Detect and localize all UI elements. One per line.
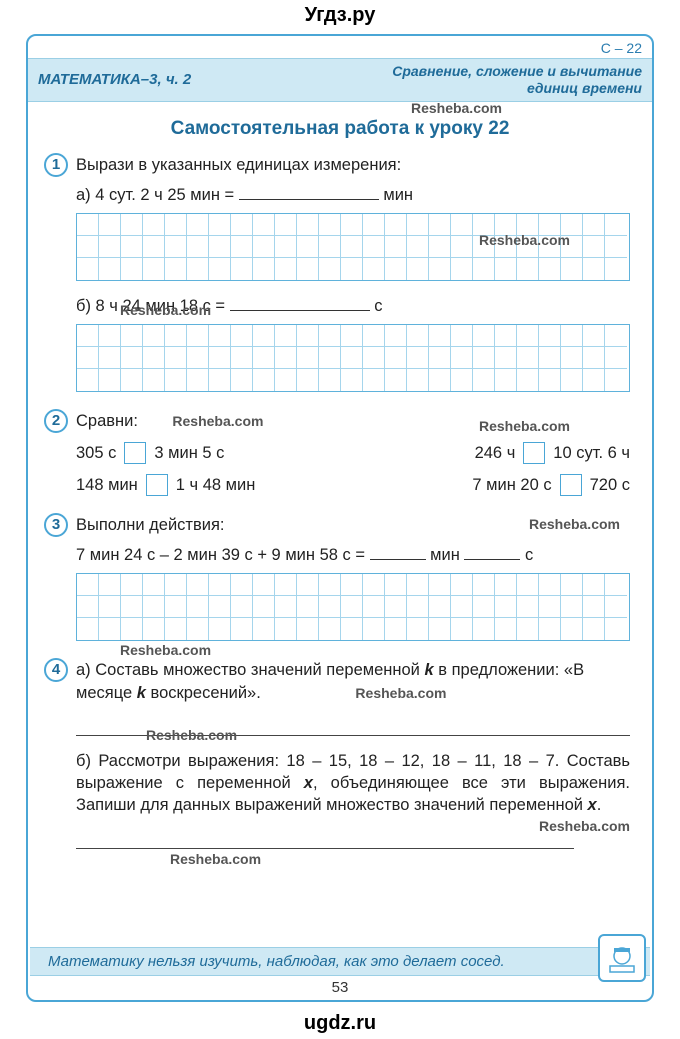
compare-box[interactable] bbox=[146, 474, 168, 496]
watermark: Resheba.com bbox=[479, 232, 570, 248]
watermark: Resheba.com bbox=[539, 817, 630, 836]
mascot-icon bbox=[598, 934, 646, 982]
content-area: Resheba.com Самостоятельная работа к уро… bbox=[28, 102, 652, 849]
site-watermark-bottom: ugdz.ru bbox=[0, 1012, 680, 1035]
blank-line[interactable] bbox=[464, 546, 520, 560]
variable-x: x bbox=[304, 774, 313, 792]
header-topic-l1: Сравнение, сложение и вычитание bbox=[392, 63, 642, 80]
page-number: 53 bbox=[28, 979, 652, 996]
task-1a-unit: мин bbox=[383, 186, 413, 204]
compare-box[interactable] bbox=[560, 474, 582, 496]
quote-band: Математику нельзя изучить, наблюдая, как… bbox=[30, 947, 650, 976]
work-grid[interactable] bbox=[76, 573, 630, 641]
task-1a-expr: а) 4 сут. 2 ч 25 мин = bbox=[76, 186, 234, 204]
compare-item: 148 мин 1 ч 48 мин bbox=[76, 474, 255, 496]
compare-row: 148 мин 1 ч 48 мин 7 мин 20 с 720 с bbox=[76, 474, 630, 496]
answer-line[interactable] bbox=[76, 831, 574, 849]
variable-k: k bbox=[137, 684, 146, 702]
watermark: Resheba.com bbox=[146, 727, 237, 743]
compare-row: 305 с 3 мин 5 с 246 ч 10 сут. 6 ч bbox=[76, 442, 630, 464]
work-grid[interactable] bbox=[76, 324, 630, 392]
task-1b-unit: с bbox=[374, 297, 382, 315]
watermark: Resheba.com bbox=[120, 642, 211, 658]
quote-text: Математику нельзя изучить, наблюдая, как… bbox=[48, 953, 505, 970]
task-3-expr-line: 7 мин 24 с – 2 мин 39 с + 9 мин 58 с = м… bbox=[76, 546, 630, 565]
task-2: 2 Сравни: Resheba.com 305 с 3 мин 5 с 24… bbox=[50, 410, 630, 496]
t4b-p3: . bbox=[597, 796, 602, 814]
compare-item: 246 ч 10 сут. 6 ч bbox=[475, 442, 630, 464]
cmp-left: 148 мин bbox=[76, 476, 138, 495]
cmp-right: 1 ч 48 мин bbox=[176, 476, 256, 495]
header-band: МАТЕМАТИКА–3, ч. 2 Сравнение, сложение и… bbox=[28, 58, 652, 102]
blank-line[interactable] bbox=[239, 186, 379, 200]
corner-label: С – 22 bbox=[601, 40, 642, 56]
watermark: Resheba.com bbox=[120, 302, 211, 318]
header-topic: Сравнение, сложение и вычитание единиц в… bbox=[392, 63, 642, 97]
task-3-expr: 7 мин 24 с – 2 мин 39 с + 9 мин 58 с = bbox=[76, 546, 365, 564]
watermark: Resheba.com bbox=[170, 851, 261, 867]
task-number-badge: 3 bbox=[44, 513, 68, 537]
variable-x: x bbox=[588, 796, 597, 814]
task-1a: а) 4 сут. 2 ч 25 мин = мин bbox=[76, 186, 630, 205]
task-4: 4 а) Составь множество значений переменн… bbox=[50, 659, 630, 848]
watermark: Resheba.com bbox=[411, 100, 502, 116]
page-frame: С – 22 МАТЕМАТИКА–3, ч. 2 Сравнение, сло… bbox=[26, 34, 654, 1002]
compare-box[interactable] bbox=[124, 442, 146, 464]
variable-k: k bbox=[424, 661, 433, 679]
compare-item: 305 с 3 мин 5 с bbox=[76, 442, 224, 464]
blank-line[interactable] bbox=[230, 297, 370, 311]
watermark: Resheba.com bbox=[529, 516, 620, 532]
task-number-badge: 4 bbox=[44, 658, 68, 682]
task-1: 1 Вырази в указанных единицах измерения:… bbox=[50, 154, 630, 392]
task-number-badge: 2 bbox=[44, 409, 68, 433]
compare-item: 7 мин 20 с 720 с bbox=[472, 474, 630, 496]
t4a-p2: в предложении: bbox=[434, 661, 560, 679]
header-subject: МАТЕМАТИКА–3, ч. 2 bbox=[38, 71, 191, 88]
cmp-left: 305 с bbox=[76, 444, 116, 463]
task-3: 3 Выполни действия: Resheba.com 7 мин 24… bbox=[50, 514, 630, 641]
blank-line[interactable] bbox=[370, 546, 426, 560]
task-1-text: Вырази в указанных единицах измерения: bbox=[76, 154, 630, 176]
cmp-right: 3 мин 5 с bbox=[154, 444, 224, 463]
watermark: Resheba.com bbox=[172, 413, 263, 429]
cmp-left: 7 мин 20 с bbox=[472, 476, 551, 495]
unit-sec: с bbox=[525, 546, 533, 564]
page-title: Самостоятельная работа к уроку 22 bbox=[50, 118, 630, 140]
task-4b-text: б) Рассмотри выражения: 18 – 15, 18 – 12… bbox=[76, 750, 630, 817]
compare-box[interactable] bbox=[523, 442, 545, 464]
cmp-right: 720 с bbox=[590, 476, 630, 495]
cmp-left: 246 ч bbox=[475, 444, 516, 463]
site-watermark-top: Угдз.ру bbox=[0, 4, 680, 27]
header-topic-l2: единиц времени bbox=[392, 80, 642, 97]
task-2-text: Сравни: bbox=[76, 410, 138, 432]
t4a-p1: а) Составь множество значений переменной bbox=[76, 661, 424, 679]
watermark: Resheba.com bbox=[355, 685, 446, 701]
task-4a-text: а) Составь множество значений переменной… bbox=[76, 659, 630, 704]
cmp-right: 10 сут. 6 ч bbox=[553, 444, 630, 463]
unit-min: мин bbox=[430, 546, 460, 564]
task-number-badge: 1 bbox=[44, 153, 68, 177]
t4a-p4: воскресений». bbox=[146, 684, 261, 702]
